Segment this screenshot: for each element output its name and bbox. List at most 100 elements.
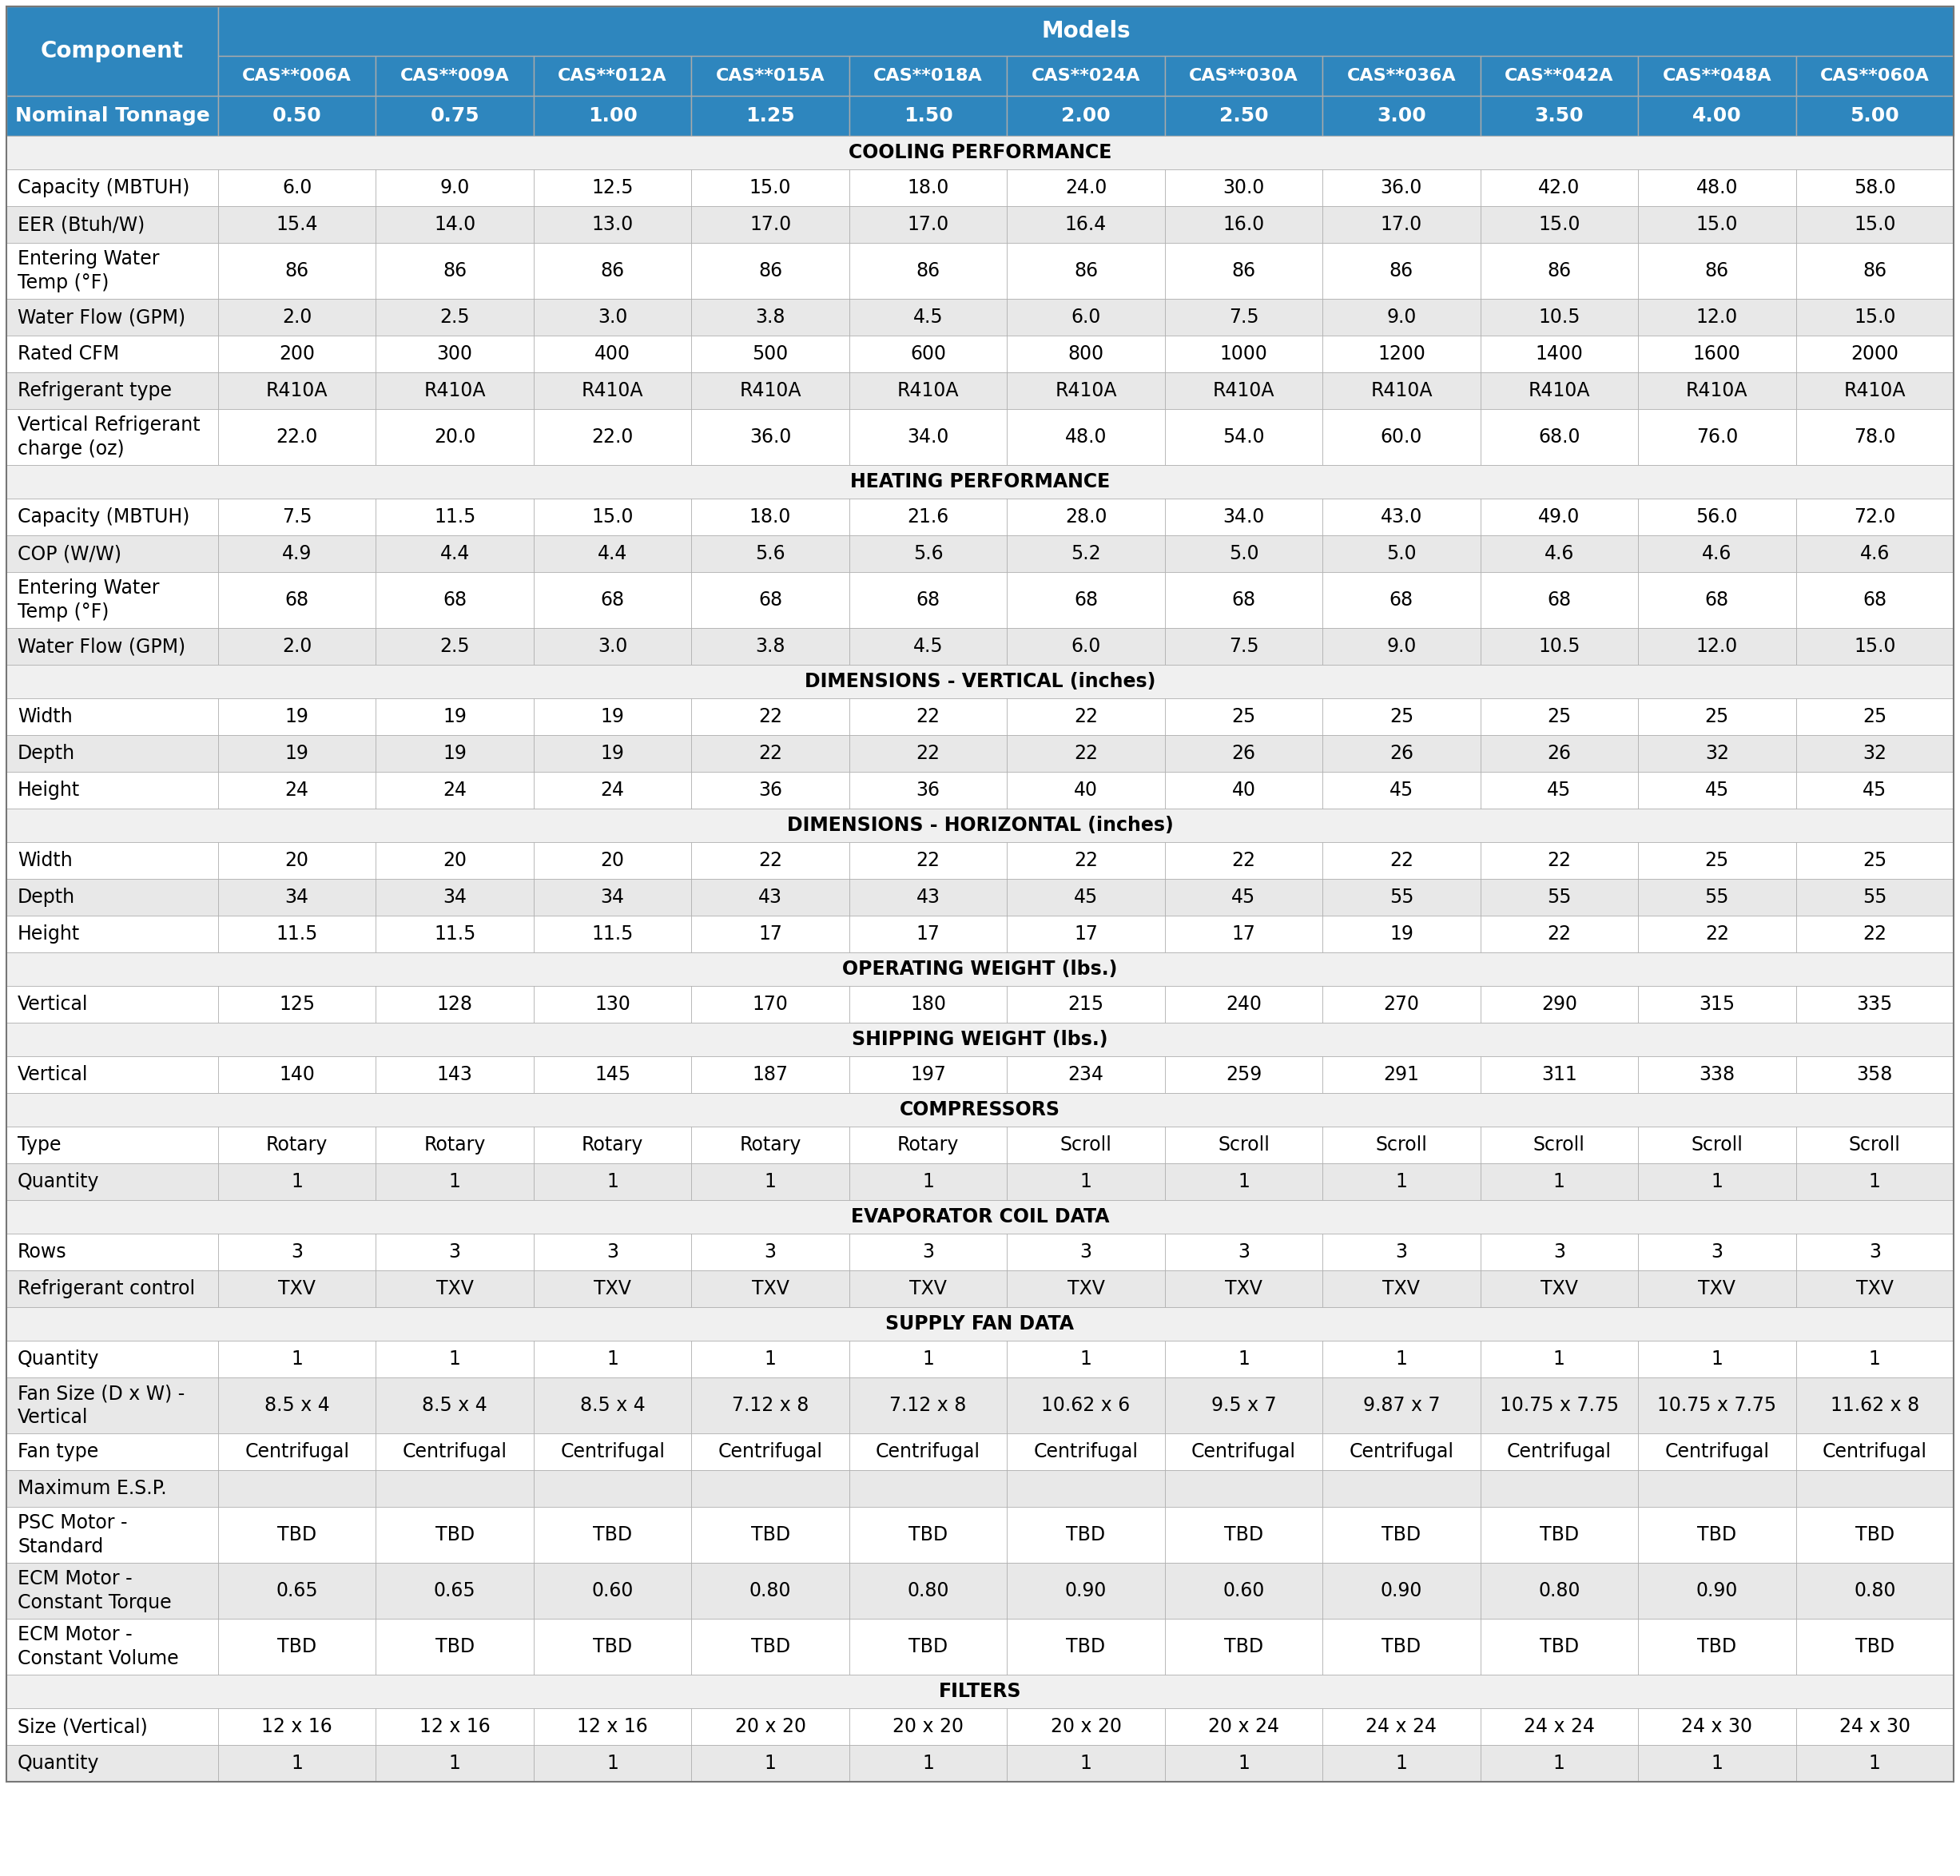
Text: 128: 128	[437, 994, 472, 1013]
Bar	[1007, 298, 1164, 336]
Bar	[1007, 371, 1164, 409]
Text: 18.0: 18.0	[907, 178, 949, 197]
Bar	[849, 735, 1007, 771]
Text: 3.8: 3.8	[755, 636, 786, 657]
Text: Component: Component	[41, 39, 184, 62]
Bar	[1795, 878, 1954, 915]
Bar	[1323, 1563, 1480, 1619]
Text: 34: 34	[600, 887, 625, 906]
Text: TBD: TBD	[1223, 1638, 1264, 1657]
Text: Centrifugal: Centrifugal	[1664, 1443, 1770, 1461]
Bar	[218, 1563, 376, 1619]
Text: 1: 1	[1080, 1172, 1092, 1191]
Text: 2000: 2000	[1850, 345, 1899, 364]
Bar	[692, 1433, 849, 1471]
Text: 20 x 24: 20 x 24	[1207, 1717, 1280, 1735]
Text: 5.6: 5.6	[913, 544, 943, 563]
Text: 1: 1	[606, 1754, 619, 1773]
Text: 24 x 30: 24 x 30	[1838, 1717, 1911, 1735]
Text: 234: 234	[1068, 1066, 1103, 1084]
Text: 45: 45	[1546, 780, 1572, 799]
Bar	[6, 298, 218, 336]
Bar	[1639, 915, 1795, 953]
Bar	[1795, 242, 1954, 298]
Text: Maximum E.S.P.: Maximum E.S.P.	[18, 1478, 167, 1499]
Bar	[849, 915, 1007, 953]
Bar	[376, 535, 533, 572]
Bar	[1639, 206, 1795, 242]
Bar	[692, 535, 849, 572]
Text: CAS**042A: CAS**042A	[1505, 68, 1613, 84]
Text: Depth: Depth	[18, 887, 74, 906]
Text: R410A: R410A	[423, 381, 486, 400]
Bar	[692, 1341, 849, 1377]
Bar	[533, 915, 692, 953]
Bar	[1164, 1163, 1323, 1201]
Bar	[1164, 1341, 1323, 1377]
Text: 42.0: 42.0	[1539, 178, 1580, 197]
Text: EER (Btuh/W): EER (Btuh/W)	[18, 216, 145, 234]
Text: R410A: R410A	[1529, 381, 1590, 400]
Text: Vertical: Vertical	[18, 1066, 88, 1084]
Bar	[1164, 735, 1323, 771]
Text: 86: 86	[600, 261, 625, 280]
Bar	[1323, 628, 1480, 664]
Bar	[849, 1270, 1007, 1308]
Text: 68: 68	[1231, 591, 1256, 610]
Bar	[849, 169, 1007, 206]
Bar	[218, 771, 376, 809]
Text: 17.0: 17.0	[749, 216, 792, 234]
Text: Vertical: Vertical	[18, 994, 88, 1013]
Text: 3: 3	[1552, 1242, 1566, 1261]
Bar	[1164, 1377, 1323, 1433]
Bar	[1480, 915, 1639, 953]
Text: 10.5: 10.5	[1539, 308, 1580, 326]
Bar	[1164, 1563, 1323, 1619]
Bar	[1639, 1056, 1795, 1094]
Bar	[1007, 1745, 1164, 1782]
Text: 43: 43	[915, 887, 941, 906]
Text: ECM Motor -
Constant Volume: ECM Motor - Constant Volume	[18, 1625, 178, 1668]
Bar	[6, 953, 1954, 987]
Bar	[1164, 842, 1323, 878]
Bar	[1323, 1377, 1480, 1433]
Text: Height: Height	[18, 925, 80, 944]
Text: TBD: TBD	[594, 1638, 633, 1657]
Bar	[1795, 169, 1954, 206]
Text: TXV: TXV	[751, 1279, 790, 1298]
Text: TBD: TBD	[1382, 1525, 1421, 1544]
Text: 4.00: 4.00	[1691, 107, 1742, 126]
Bar	[6, 409, 218, 465]
Text: 32: 32	[1705, 745, 1729, 764]
Text: 10.75 x 7.75: 10.75 x 7.75	[1499, 1396, 1619, 1415]
Text: 55: 55	[1862, 887, 1887, 906]
Bar	[533, 1471, 692, 1506]
Bar	[849, 771, 1007, 809]
Bar	[6, 1563, 218, 1619]
Bar	[6, 1619, 218, 1675]
Bar	[533, 1163, 692, 1201]
Text: 3.50: 3.50	[1535, 107, 1584, 126]
Bar	[1639, 96, 1795, 135]
Text: 24: 24	[600, 780, 625, 799]
Text: 24: 24	[443, 780, 466, 799]
Bar	[533, 1234, 692, 1270]
Text: 1: 1	[764, 1349, 776, 1369]
Bar	[1323, 371, 1480, 409]
Text: 20 x 20: 20 x 20	[735, 1717, 806, 1735]
Text: Refrigerant type: Refrigerant type	[18, 381, 172, 400]
Text: Scroll: Scroll	[1376, 1135, 1427, 1154]
Bar	[1323, 206, 1480, 242]
Bar	[1795, 499, 1954, 535]
Bar	[1007, 1506, 1164, 1563]
Bar	[1323, 56, 1480, 96]
Bar	[692, 169, 849, 206]
Bar	[1639, 572, 1795, 628]
Text: 6.0: 6.0	[1070, 308, 1102, 326]
Text: 1: 1	[764, 1754, 776, 1773]
Bar	[6, 664, 1954, 698]
Text: 36: 36	[759, 780, 782, 799]
Text: 3.00: 3.00	[1376, 107, 1427, 126]
Bar	[533, 96, 692, 135]
Bar	[1795, 336, 1954, 371]
